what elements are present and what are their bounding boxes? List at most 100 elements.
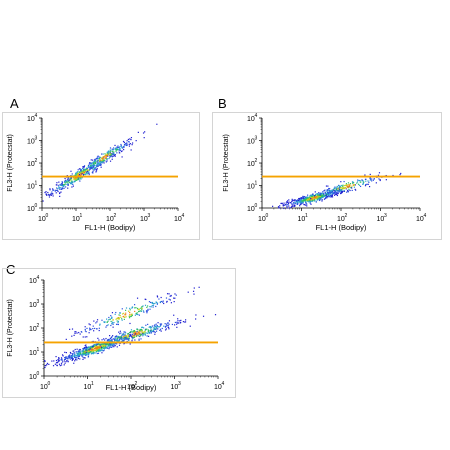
- data-point: [95, 345, 97, 347]
- data-point: [101, 344, 103, 346]
- data-point: [318, 192, 320, 194]
- data-point: [351, 189, 353, 192]
- data-point: [78, 349, 80, 351]
- data-point: [67, 183, 69, 185]
- data-point: [80, 177, 82, 179]
- data-point: [297, 203, 299, 205]
- data-point: [73, 362, 75, 364]
- data-point: [88, 347, 91, 349]
- data-point: [116, 346, 118, 348]
- data-point: [195, 314, 197, 316]
- data-point: [44, 364, 46, 367]
- data-point: [322, 194, 324, 196]
- data-point: [340, 187, 342, 189]
- data-point: [340, 192, 342, 195]
- data-point: [337, 191, 339, 193]
- data-point: [138, 310, 141, 312]
- data-point: [136, 313, 138, 316]
- data-point: [128, 141, 130, 143]
- data-point: [368, 186, 371, 188]
- data-point: [154, 327, 156, 329]
- data-point: [174, 293, 176, 295]
- data-point: [81, 331, 83, 333]
- data-point: [76, 354, 78, 356]
- data-point: [101, 349, 103, 351]
- data-point: [90, 346, 93, 348]
- data-point: [76, 332, 78, 334]
- data-point: [98, 349, 100, 351]
- data-point: [115, 149, 117, 151]
- data-point: [340, 190, 342, 192]
- data-point: [127, 333, 129, 335]
- data-point: [159, 329, 161, 331]
- data-point: [98, 329, 100, 332]
- data-point: [214, 314, 217, 316]
- data-point: [80, 168, 83, 171]
- data-point: [117, 146, 119, 148]
- data-point: [150, 332, 152, 334]
- data-point: [318, 195, 320, 197]
- data-point: [302, 199, 304, 201]
- data-point: [79, 180, 81, 182]
- data-point: [111, 338, 113, 341]
- data-point: [168, 320, 171, 322]
- data-point: [146, 312, 148, 314]
- data-point: [86, 167, 88, 170]
- data-point: [120, 337, 122, 339]
- data-point: [109, 160, 112, 162]
- data-point: [302, 196, 304, 198]
- data-point: [330, 196, 332, 198]
- data-point: [104, 346, 106, 348]
- data-point: [349, 183, 352, 185]
- data-point: [328, 194, 330, 196]
- data-point: [317, 197, 319, 199]
- data-point: [133, 330, 136, 332]
- data-point: [348, 188, 350, 191]
- data-point: [337, 188, 339, 190]
- data-point: [107, 154, 109, 156]
- data-point: [104, 157, 107, 159]
- data-point: [315, 195, 318, 197]
- data-point: [83, 173, 85, 175]
- data-point: [79, 353, 81, 355]
- data-point: [76, 172, 78, 174]
- data-point: [166, 300, 168, 303]
- data-point: [58, 181, 60, 183]
- data-point: [110, 320, 112, 322]
- data-point: [334, 186, 336, 188]
- data-point: [148, 332, 151, 334]
- data-point: [144, 131, 146, 133]
- data-point: [92, 351, 94, 354]
- data-point: [129, 331, 131, 333]
- data-point: [102, 345, 104, 347]
- data-point: [96, 319, 99, 321]
- data-point: [133, 332, 135, 335]
- data-point: [128, 337, 130, 340]
- data-point: [97, 352, 100, 354]
- data-point: [121, 319, 123, 321]
- data-point: [94, 169, 96, 171]
- data-point: [113, 151, 115, 153]
- data-point: [297, 201, 299, 204]
- data-point: [103, 348, 105, 350]
- axes: [259, 117, 421, 211]
- data-point: [123, 333, 125, 335]
- data-point: [98, 164, 100, 167]
- data-point: [157, 328, 159, 330]
- data-point: [103, 343, 106, 345]
- y-tick-label: 10: [29, 374, 37, 381]
- data-point: [121, 318, 123, 320]
- data-point: [121, 150, 123, 152]
- data-point: [153, 327, 155, 329]
- data-point: [121, 339, 124, 341]
- data-point: [105, 158, 107, 160]
- data-point: [92, 353, 94, 355]
- data-point: [149, 305, 151, 308]
- data-point: [96, 328, 98, 330]
- data-point: [304, 199, 307, 201]
- data-point: [97, 158, 99, 160]
- data-point: [119, 330, 121, 332]
- data-point: [109, 152, 111, 155]
- data-point: [329, 190, 331, 192]
- data-point: [60, 184, 63, 187]
